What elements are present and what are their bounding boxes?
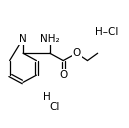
Text: H: H <box>43 92 51 102</box>
Text: H–Cl: H–Cl <box>95 27 118 37</box>
Text: O: O <box>59 70 67 80</box>
Text: Cl: Cl <box>49 102 59 112</box>
Text: NH₂: NH₂ <box>40 34 60 44</box>
Text: N: N <box>19 34 27 44</box>
Text: O: O <box>72 48 81 58</box>
